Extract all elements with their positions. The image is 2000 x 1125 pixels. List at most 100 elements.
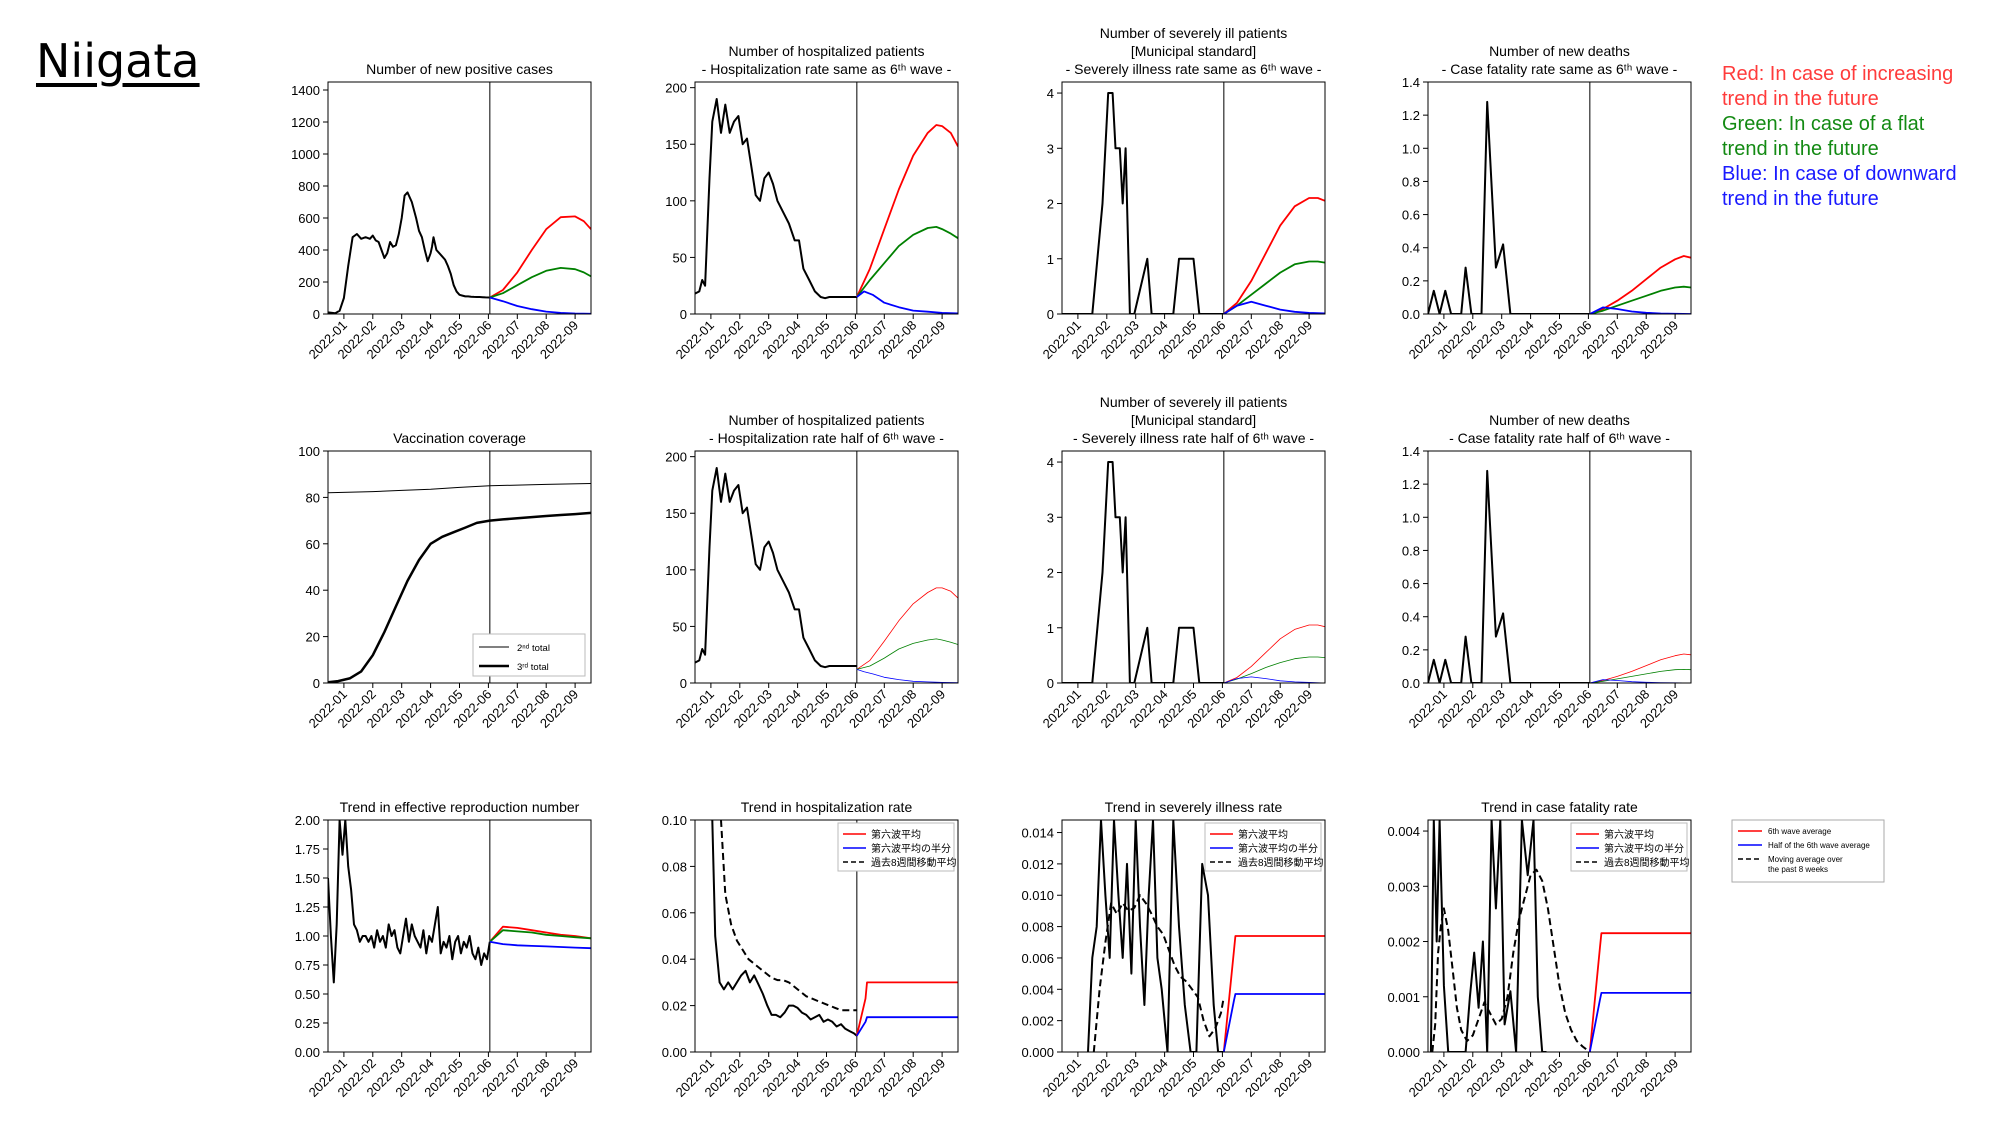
plot-frame (1427, 450, 1692, 684)
chart-legend-box (472, 633, 586, 677)
series-line-green (1589, 669, 1691, 683)
series-line-black (328, 483, 591, 494)
y-tick-label: 0 (680, 676, 687, 691)
legend-label: 第六波平均の半分 (1238, 842, 1318, 855)
y-tick-label: 0.8 (1402, 543, 1420, 558)
chart-title: - Severely illness rate half of 6ᵗʰ wave… (1073, 430, 1314, 446)
y-tick-label: 0.014 (1021, 826, 1054, 841)
legend-label: 過去8週間移動平均 (1238, 856, 1324, 869)
chart-title: Number of new positive cases (366, 61, 553, 77)
legend-label: 2ⁿᵈ total (517, 643, 550, 654)
y-tick-label: 0 (1047, 307, 1054, 322)
series-line-green (1223, 260, 1325, 314)
chart-title: Vaccination coverage (393, 430, 526, 446)
series-line-black (1087, 820, 1224, 1052)
y-tick-label: 0.6 (1402, 208, 1420, 223)
y-tick-label: 0.00 (662, 1045, 687, 1060)
chart-trend-severe-rate: Trend in severely illness rate 0.000 0.002… (1021, 799, 1326, 1100)
series-line-red (489, 215, 591, 299)
plot-frame (694, 819, 959, 1053)
series-line-black (695, 98, 857, 300)
y-tick-label: 0.08 (662, 859, 687, 874)
chart-title: Number of new deaths (1489, 412, 1630, 428)
chart-title: [Municipal standard] (1131, 43, 1256, 59)
y-tick-label: 0.06 (662, 906, 687, 921)
y-tick-label: 0 (313, 307, 320, 322)
y-tick-label: 100 (665, 194, 687, 209)
y-tick-label: 1.0 (1402, 141, 1420, 156)
y-tick-label: 0.00 (295, 1045, 320, 1060)
y-tick-label: 0.008 (1021, 920, 1054, 935)
chart-title: Number of hospitalized patients (728, 412, 924, 428)
chart-title: Number of severely ill patients (1100, 25, 1288, 41)
page-title: Niigata (36, 34, 200, 88)
chart-severely-ill-6th: Number of severely ill patients [Municipa… (1040, 25, 1326, 362)
y-tick-label: 0.006 (1021, 951, 1054, 966)
plot-frame (327, 450, 592, 684)
plot-frame (694, 450, 959, 684)
y-tick-label: 3 (1047, 141, 1054, 156)
series-line-black (328, 191, 490, 314)
series-line-blue (1222, 993, 1325, 1052)
series-line-green (489, 929, 591, 943)
series-line-blue (1223, 676, 1325, 683)
series-line-red (1222, 935, 1325, 1052)
legend-note-blue: Blue: In case of downward trend in the f… (1722, 163, 1957, 210)
y-tick-label: 0 (313, 676, 320, 691)
legend-note-red: Red: In case of increasing trend in the … (1722, 63, 1954, 110)
y-tick-label: 2 (1047, 197, 1054, 212)
series-line-black (328, 511, 591, 683)
chart-vaccination-coverage: Vaccination coverage0204060801002022-012… (298, 430, 592, 731)
y-tick-label: 4 (1047, 86, 1054, 101)
chart-title: Trend in hospitalization rate (741, 799, 913, 815)
y-tick-label: 0.000 (1387, 1045, 1420, 1060)
series-line-blue (1588, 992, 1691, 1052)
plot-frame (1061, 819, 1326, 1053)
y-tick-label: 0.002 (1021, 1014, 1054, 1029)
y-tick-label: 3 (1047, 510, 1054, 525)
series-line-blue (489, 296, 591, 314)
y-tick-label: 80 (306, 490, 320, 505)
y-tick-label: 600 (298, 211, 320, 226)
y-tick-label: 1.00 (295, 929, 320, 944)
chart-title: - Hospitalization rate half of 6ᵗʰ wave … (709, 430, 944, 446)
plot-frame (1061, 450, 1326, 684)
series-line-red (1589, 255, 1691, 314)
chart-title: Trend in severely illness rate (1105, 799, 1283, 815)
series-line-green (1223, 656, 1325, 683)
chart-title: [Municipal standard] (1131, 412, 1256, 428)
chart-legend-box (837, 822, 955, 872)
chart-trend-hosp-rate: Trend in hospitalization rate 0.00 0.02 0.0… (662, 799, 959, 1100)
chart-new-deaths-half: Number of new deaths - Case fatality rate… (1402, 412, 1692, 731)
legend-label: 過去8週間移動平均 (1604, 856, 1690, 869)
y-tick-label: 0.50 (295, 987, 320, 1002)
plot-frame (1061, 81, 1326, 315)
legend-label: 過去8週間移動平均 (871, 856, 957, 869)
y-tick-label: 1.50 (295, 871, 320, 886)
side-legend: 6th wave average Half of the 6th wave ave… (1731, 819, 1885, 883)
plot-frame (1427, 819, 1692, 1053)
side-legend-label: 6th wave average (1768, 827, 1832, 836)
series-line-black (1062, 461, 1224, 683)
y-tick-label: 2 (1047, 566, 1054, 581)
y-tick-label: 0.04 (662, 952, 687, 967)
side-legend-label: the past 8 weeks (1768, 865, 1828, 874)
y-tick-label: 0.25 (295, 1016, 320, 1031)
y-tick-label: 1 (1047, 621, 1054, 636)
legend-label: 第六波平均の半分 (1604, 842, 1684, 855)
y-tick-label: 1.25 (295, 900, 320, 915)
series-line-black-dashed (1092, 894, 1225, 1052)
y-tick-label: 50 (673, 250, 687, 265)
chart-trend-cfr: Trend in case fatality rate 0.000 0.001 0.0… (1387, 799, 1692, 1100)
y-tick-label: 1.4 (1402, 444, 1420, 459)
series-line-black (695, 467, 857, 669)
side-legend-label: Half of the 6th wave average (1768, 841, 1870, 850)
y-tick-label: 0.004 (1387, 824, 1420, 839)
y-tick-label: 0.000 (1021, 1045, 1054, 1060)
y-tick-label: 40 (306, 583, 320, 598)
series-line-green (856, 638, 958, 670)
chart-title: - Severely illness rate same as 6ᵗʰ wave… (1066, 61, 1322, 77)
y-tick-label: 0 (680, 307, 687, 322)
y-tick-label: 100 (665, 563, 687, 578)
series-line-blue (1223, 300, 1325, 314)
